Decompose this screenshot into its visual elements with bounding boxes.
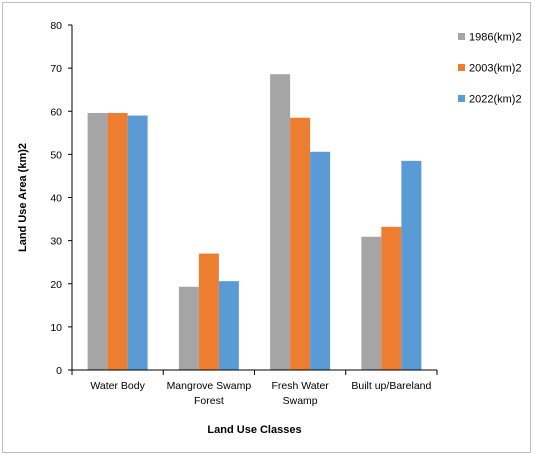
bar xyxy=(127,115,148,370)
bar xyxy=(310,151,331,370)
bar xyxy=(107,112,128,370)
x-tick-label: Water Body xyxy=(90,380,145,392)
x-tick-label: Mangrove Swamp Forest xyxy=(167,380,252,407)
legend-label: 2003(km)2 xyxy=(469,63,522,75)
legend-label: 2022(km)2 xyxy=(469,94,522,106)
bar xyxy=(401,160,422,370)
x-tick-label-line: Built up/Bareland xyxy=(351,380,431,392)
bar xyxy=(361,236,382,370)
y-tick-label: 0 xyxy=(56,365,62,377)
x-axis-title: Land Use Classes xyxy=(207,424,301,436)
y-tick-label: 60 xyxy=(50,106,62,118)
bar xyxy=(198,253,219,370)
y-tick-label: 70 xyxy=(50,63,62,75)
x-axis-category-labels: Water Body Mangrove Swamp Forest Fresh Wate… xyxy=(90,380,431,407)
bar xyxy=(270,74,291,370)
bar xyxy=(218,281,239,370)
legend: 1986(km)2 2003(km)2 2022(km)2 xyxy=(458,32,522,106)
y-tick-label: 80 xyxy=(50,20,62,32)
bar xyxy=(178,286,199,370)
bar xyxy=(87,112,108,370)
x-tick-label: Built up/Bareland xyxy=(351,380,431,392)
legend-swatch xyxy=(458,64,465,71)
legend-label: 1986(km)2 xyxy=(469,32,522,44)
x-tick-label-line: Mangrove Swamp xyxy=(167,380,252,392)
x-tick-label-line: Forest xyxy=(194,395,224,407)
legend-swatch xyxy=(458,95,465,102)
y-tick-label: 40 xyxy=(50,193,62,205)
y-tick-label: 20 xyxy=(50,279,62,291)
y-axis-ticks: 0 10 20 30 40 50 60 70 80 xyxy=(50,20,72,377)
y-tick-label: 10 xyxy=(50,322,62,334)
y-tick-label: 30 xyxy=(50,236,62,248)
bar xyxy=(381,226,402,370)
y-tick-label: 50 xyxy=(50,149,62,161)
x-tick-label-line: Water Body xyxy=(90,380,145,392)
y-axis-title: Land Use Area (km)2 xyxy=(17,143,29,252)
bars xyxy=(87,74,422,370)
x-axis-ticks xyxy=(71,370,438,375)
x-tick-label: Fresh Water Swamp xyxy=(271,380,329,407)
legend-swatch xyxy=(458,33,465,40)
x-tick-label-line: Swamp xyxy=(283,395,318,407)
bar xyxy=(290,117,311,370)
x-tick-label-line: Fresh Water xyxy=(271,380,329,392)
